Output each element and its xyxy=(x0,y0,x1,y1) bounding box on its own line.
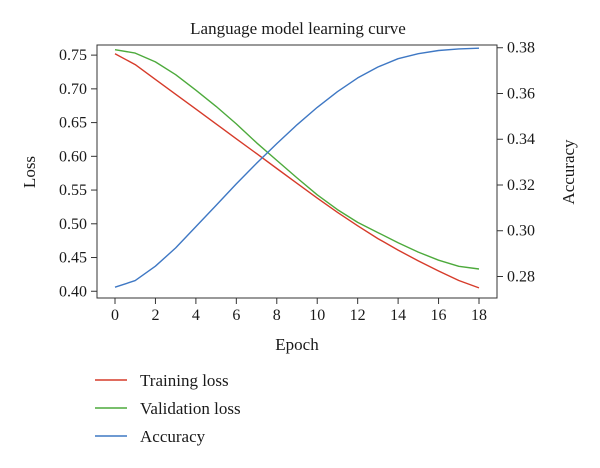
x-tick-label: 4 xyxy=(192,307,200,324)
series-lines xyxy=(114,47,480,289)
y-left-tick-label: 0.70 xyxy=(59,81,87,98)
x-tick-label: 8 xyxy=(273,307,281,324)
x-tick-label: 10 xyxy=(309,307,325,324)
y-axis-title-right: Accuracy xyxy=(559,139,578,205)
x-tick-label: 12 xyxy=(350,307,366,324)
y-right-tick-label: 0.28 xyxy=(507,268,535,285)
y-right-tick-label: 0.36 xyxy=(507,85,535,102)
y-right-tick-label: 0.38 xyxy=(507,40,535,57)
y-left-tick-label: 0.65 xyxy=(59,115,87,132)
training-loss-line xyxy=(114,53,480,289)
y-right-tick-label: 0.34 xyxy=(507,131,535,148)
y-right-tick-label: 0.30 xyxy=(507,223,535,240)
plot-frame xyxy=(96,44,498,299)
x-axis-title: Epoch xyxy=(275,335,319,354)
x-tick-label: 0 xyxy=(111,307,119,324)
x-tick-label: 14 xyxy=(390,307,406,324)
y-axis-title-left: Loss xyxy=(20,156,39,188)
x-tick-label: 6 xyxy=(232,307,240,324)
legend-label-accuracy: Accuracy xyxy=(140,427,206,446)
y-right-tick-label: 0.32 xyxy=(507,177,535,194)
legend-label-validation-loss: Validation loss xyxy=(140,399,241,418)
chart-title: Language model learning curve xyxy=(190,19,406,38)
axis-ticks: 0 2 4 6 8 10 12 14 16 18 0.40 0.45 0.50 0.55 0.60 0.65 0… xyxy=(59,40,535,324)
x-tick-label: 18 xyxy=(471,307,487,324)
y-left-tick-label: 0.75 xyxy=(59,47,87,64)
y-left-tick-label: 0.55 xyxy=(59,182,87,199)
x-tick-label: 16 xyxy=(431,307,447,324)
validation-loss-line xyxy=(114,49,480,270)
y-left-tick-label: 0.40 xyxy=(59,283,87,300)
y-left-tick-label: 0.45 xyxy=(59,250,87,267)
accuracy-line xyxy=(114,47,480,288)
legend: Training loss Validation loss Accuracy xyxy=(95,371,241,446)
x-tick-label: 2 xyxy=(151,307,159,324)
y-left-tick-label: 0.60 xyxy=(59,148,87,165)
y-left-tick-label: 0.50 xyxy=(59,216,87,233)
legend-label-training-loss: Training loss xyxy=(140,371,229,390)
